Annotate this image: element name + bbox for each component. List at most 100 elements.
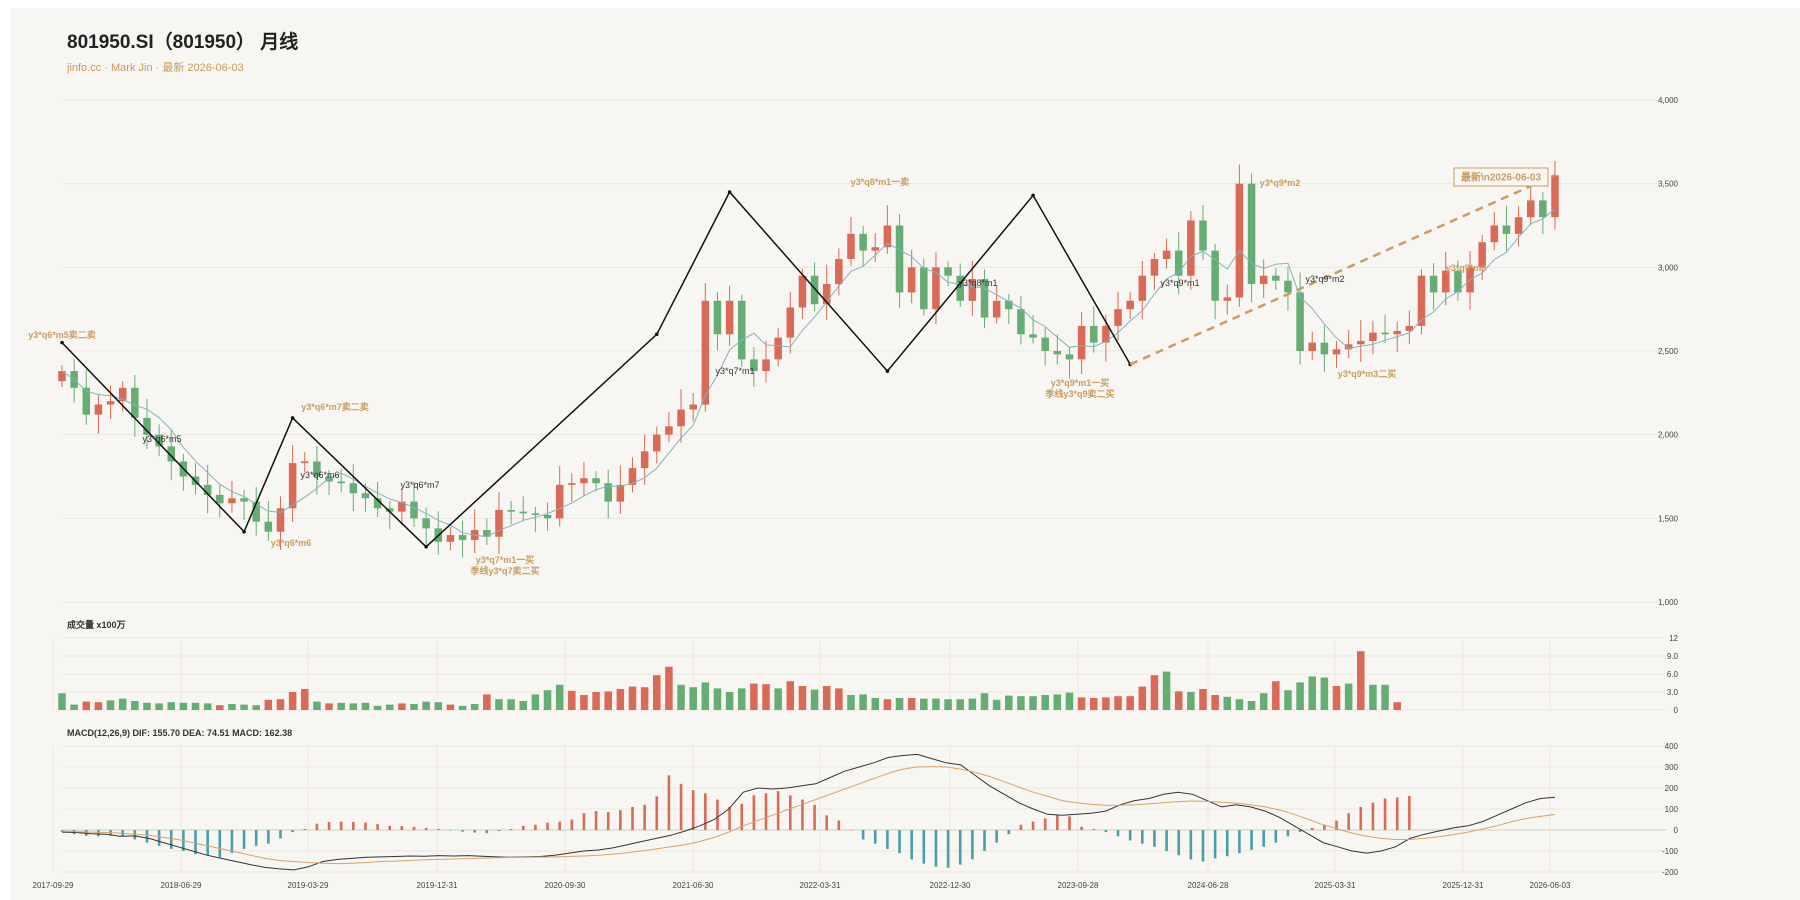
volume-bar (786, 681, 795, 710)
volume-bar (1332, 686, 1341, 710)
macd-bar (60, 830, 64, 832)
volume-bar (1089, 698, 1098, 710)
macd-bar (1153, 830, 1156, 847)
volume-bar (1235, 699, 1244, 710)
candle-body (325, 476, 333, 482)
candle-body (580, 478, 588, 484)
macd-bar (570, 819, 574, 830)
macd-bar (1395, 797, 1399, 830)
volume-bar (446, 704, 455, 710)
candle-body (1454, 270, 1462, 293)
chart-subtitle: jinfo.cc · Mark Jin · 最新 2026-06-03 (67, 62, 244, 74)
pivot-label: y3*q9*m1 (1160, 278, 1199, 288)
volume-bar (895, 698, 904, 710)
volume-y-tick-label: 6.0 (1667, 670, 1679, 679)
macd-bar (449, 830, 452, 831)
zigzag-pivot (242, 529, 246, 534)
volume-bar (689, 687, 697, 710)
macd-bar (1213, 830, 1217, 859)
candle-body (1029, 334, 1037, 338)
volume-bar (106, 700, 115, 710)
volume-bar (871, 698, 880, 710)
price-y-tick-label: 4,000 (1658, 96, 1679, 105)
candle-body (385, 508, 394, 512)
candle-body (1381, 332, 1389, 335)
candle-body (531, 513, 540, 515)
macd-bar (995, 830, 998, 843)
macd-bar (497, 830, 501, 832)
volume-bar (240, 704, 248, 710)
volume-bar (422, 701, 430, 710)
candle-body (398, 501, 406, 512)
macd-bar (267, 830, 270, 844)
volume-bar (822, 686, 831, 710)
candle-body (1102, 325, 1110, 343)
candle-body (1272, 275, 1280, 281)
macd-bar (958, 830, 962, 865)
volume-bar (968, 698, 977, 710)
candle-body (410, 501, 418, 519)
candle-body (810, 275, 819, 305)
candle-body (1514, 217, 1523, 234)
x-tick-label: 2019-03-29 (288, 881, 329, 890)
macd-bar (509, 828, 513, 830)
macd-bar (716, 799, 719, 830)
candle-body (1320, 342, 1329, 355)
candle-body (1539, 200, 1547, 218)
candle-body (495, 509, 503, 537)
candle-body (1296, 292, 1304, 351)
candle-body (725, 300, 734, 335)
volume-bar (810, 689, 819, 710)
zigzag-pivot (60, 340, 64, 345)
candle-body (689, 404, 697, 410)
volume-bar (835, 688, 843, 710)
macd-y-tick-label: 400 (1665, 742, 1679, 751)
volume-bar (1150, 675, 1159, 710)
macd-bar (1092, 828, 1096, 830)
projection-line (1129, 174, 1556, 366)
volume-bar (276, 699, 285, 710)
volume-bar (1041, 695, 1049, 710)
volume-bar (616, 689, 625, 710)
candle-body (349, 483, 358, 494)
volume-bar (1053, 694, 1062, 710)
candle-body (992, 300, 1001, 318)
candle-body (798, 275, 807, 308)
volume-bar (1284, 690, 1292, 710)
volume-bar (167, 702, 176, 710)
volume-bar (373, 705, 382, 710)
candle-body (1478, 242, 1486, 268)
volume-bar (956, 699, 964, 710)
volume-bar (337, 702, 345, 710)
volume-bar (1320, 677, 1329, 710)
macd-bar (861, 830, 865, 840)
macd-bar (1335, 820, 1338, 830)
candle-body (1405, 325, 1414, 331)
candle-body (956, 275, 964, 301)
candle-body (1211, 250, 1219, 301)
volume-bar (313, 701, 321, 710)
candle-body (786, 307, 795, 338)
volume-bar (398, 703, 406, 710)
volume-bar (228, 704, 236, 710)
volume-bar (847, 695, 855, 710)
pivot-label: y3*q8*m1 (958, 278, 997, 288)
candle-body (373, 498, 382, 509)
candle-body (895, 225, 904, 293)
candle-body (616, 484, 625, 502)
volume-bar (592, 692, 600, 710)
pivot-label: y3*q9*m3二买 (1338, 369, 1397, 379)
macd-bar (643, 804, 646, 830)
macd-bar (339, 821, 343, 830)
volume-bar (1114, 696, 1122, 710)
volume-bar (1187, 692, 1195, 710)
pivot-label: y3*q6*m5卖二卖 (28, 329, 96, 340)
candle-body (1259, 275, 1268, 285)
macd-bar (655, 796, 659, 830)
price-y-tick-label: 3,500 (1658, 180, 1679, 189)
macd-bar (606, 812, 610, 830)
x-tick-label: 2024-06-28 (1188, 881, 1229, 890)
macd-bar (327, 822, 331, 830)
volume-bar (762, 684, 770, 710)
macd-bar (825, 815, 829, 830)
